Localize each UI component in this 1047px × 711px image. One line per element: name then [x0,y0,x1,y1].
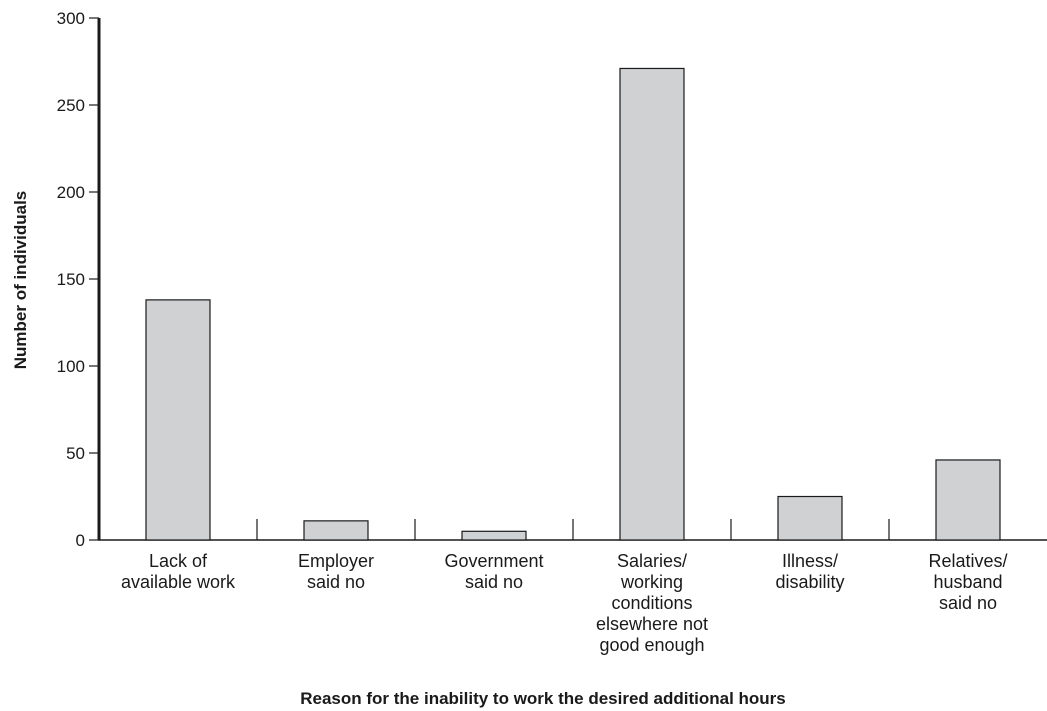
y-axis-title: Number of individuals [11,191,30,370]
y-tick-label: 300 [57,9,85,28]
y-tick-label: 200 [57,183,85,202]
y-ticks: 0 50 100 150 200 250 300 [57,9,99,550]
category-label: Salaries/working conditions elsewhere not g… [596,551,708,655]
y-tick-label: 250 [57,96,85,115]
category-label: Employer said no [298,551,374,592]
bar [777,495,843,541]
bar [461,530,527,541]
y-tick-label: 150 [57,270,85,289]
category-label: Illness/disability [775,551,844,592]
axes [97,18,1047,541]
bar [619,67,685,541]
y-tick-label: 0 [76,531,85,550]
bars [145,67,1001,541]
category-label: Lack of available work [121,551,236,592]
x-axis-title: Reason for the inability to work the des… [300,689,786,708]
category-label: Government said no [444,551,543,592]
y-tick-label: 50 [66,444,85,463]
y-tick-label: 100 [57,357,85,376]
bar [303,520,369,541]
category-label: Relatives/husband said no [928,551,1007,613]
bar [145,299,211,541]
bar [935,459,1001,541]
category-labels: Lack of available work Employer said no Gove… [121,551,1008,655]
